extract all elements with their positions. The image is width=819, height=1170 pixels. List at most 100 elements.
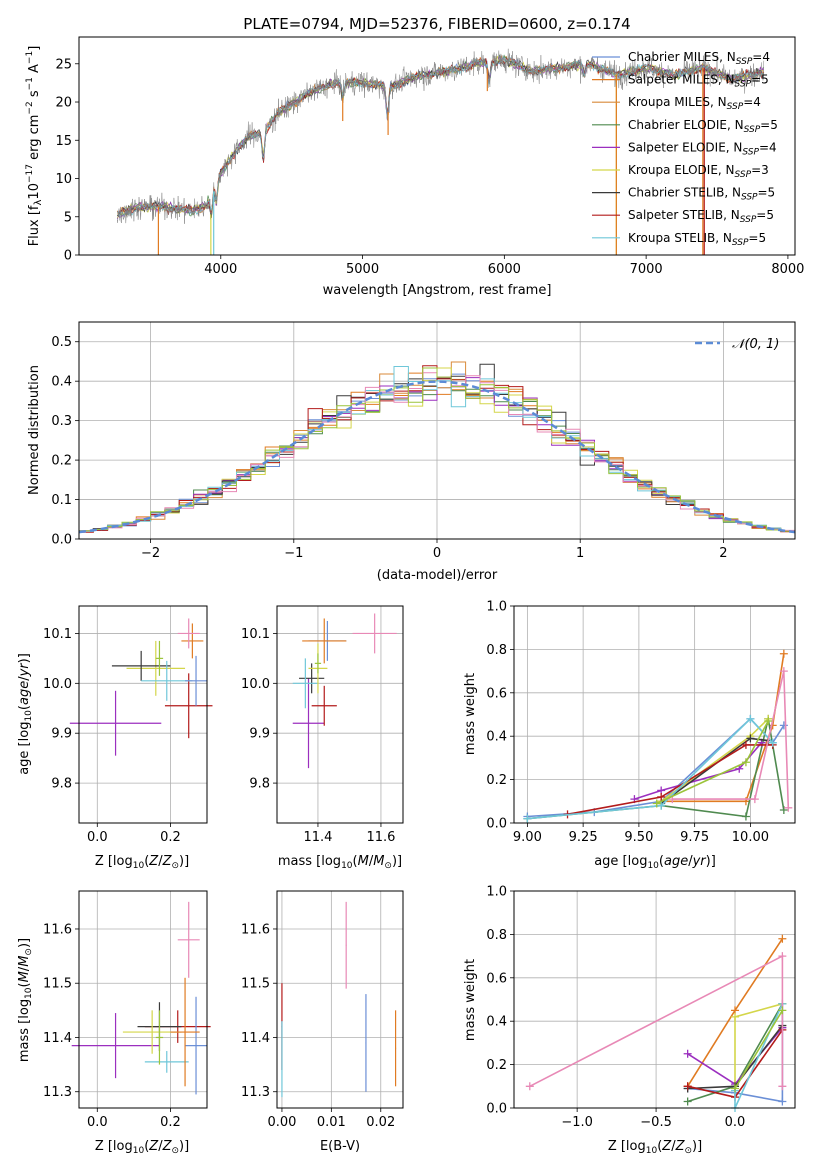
- legend-label: Kroupa ELODIE, NSSP=3: [628, 163, 769, 180]
- y-tick-label: 1.0: [486, 885, 507, 900]
- y-tick-label: 10.0: [241, 677, 270, 692]
- weight-point-marker: [731, 1012, 740, 1021]
- mass-vs-extinction-plot-area: 0.00 0.01 0.02 11.3 11.4 11.5 11.6: [241, 890, 404, 1130]
- axes-frame: [78, 605, 208, 824]
- normal-distribution-curve: [78, 380, 796, 534]
- y-tick-label: 0.2: [51, 454, 72, 469]
- y-tick-label: 9.8: [249, 777, 270, 792]
- y-tick-label: 1.0: [486, 600, 507, 615]
- weight-point-marker: [779, 721, 788, 730]
- x-tick-label: 9.00: [513, 830, 542, 845]
- weight-series-line: [661, 653, 785, 803]
- weight-point-marker: [778, 1097, 787, 1106]
- x-tick-label: 0.01: [317, 1115, 346, 1130]
- weight-point-marker: [731, 1084, 740, 1093]
- y-tick-label: 0.5: [51, 335, 72, 350]
- weight-series-line: [672, 670, 790, 808]
- x-tick-label: 0.2: [160, 830, 181, 845]
- legend-label: Chabrier STELIB, NSSP=5: [628, 186, 775, 203]
- y-tick-label: 0.4: [486, 730, 507, 745]
- mass-y-label: mass [log10(M/M⊙)]: [17, 938, 34, 1062]
- weight-series-line: [567, 744, 773, 816]
- weight-point-marker: [741, 758, 750, 767]
- mass-vs-extinction-panel: 0.00 0.01 0.02 11.3 11.4 11.5 11.6 E(B-V): [241, 890, 404, 1154]
- axes-frame: [276, 890, 404, 1109]
- y-tick-label: 10: [55, 172, 72, 187]
- x-tick-label: 11.4: [303, 830, 332, 845]
- legend-label: Kroupa STELIB, NSSP=5: [628, 231, 766, 248]
- weight-vs-age-y-label: mass weight: [463, 673, 478, 755]
- mass-vs-metallicity-x-label: Z [log10(Z/Z⊙)]: [95, 1139, 189, 1156]
- x-tick-label: 0.0: [87, 830, 108, 845]
- mass-vs-metallicity-plot-area: 0.0 0.2 11.3 11.4 11.5 11.6: [43, 890, 211, 1130]
- x-tick-label: −1: [284, 546, 303, 561]
- y-tick-label: 0.3: [51, 414, 72, 429]
- axes-frame: [78, 36, 796, 256]
- spectrum-legend: Chabrier MILES, NSSP=4 Salpeter MILES, NS…: [592, 50, 778, 248]
- y-tick-label: 10.1: [241, 627, 270, 642]
- legend-label: Chabrier ELODIE, NSSP=5: [628, 118, 778, 135]
- x-tick-label: 4000: [204, 262, 237, 277]
- y-tick-label: 11.3: [43, 1085, 72, 1100]
- weight-series-line: [527, 717, 774, 820]
- weight-point-marker: [764, 717, 773, 726]
- mass-vs-metallicity-panel: 0.0 0.2 11.3 11.4 11.5 11.6 Z [log10(Z/Z⊙)] m…: [17, 890, 211, 1156]
- x-tick-label: 5000: [346, 262, 379, 277]
- weight-point-marker: [652, 799, 661, 808]
- y-tick-label: 11.3: [241, 1085, 270, 1100]
- residual-x-label: (data-model)/error: [377, 568, 498, 583]
- weight-vs-metallicity-panel: −1.0 −0.5 0.0 0.0 0.2 0.4 0.6 0.8 1.0 Z [log10(Z…: [463, 885, 796, 1156]
- y-tick-label: 11.4: [43, 1031, 72, 1046]
- weight-point-marker: [746, 734, 755, 743]
- spectrum-title: PLATE=0794, MJD=52376, FIBERID=0600, z=0…: [243, 15, 630, 33]
- x-tick-label: 0.00: [267, 1115, 296, 1130]
- y-tick-label: 10.1: [43, 627, 72, 642]
- y-tick-label: 11.5: [241, 977, 270, 992]
- y-tick-label: 0.8: [486, 928, 507, 943]
- spectrum-y-label: Flux [fλ10−17 erg cm−2 s−1 A−1]: [25, 46, 44, 247]
- axes-frame: [78, 321, 796, 540]
- age-vs-metallicity-panel: 0.0 0.2 9.8 9.9 10.0 10.1 Z [log10(Z/Z⊙)] age…: [17, 605, 213, 871]
- x-tick-label: 8000: [771, 262, 804, 277]
- y-tick-label: 0.2: [486, 773, 507, 788]
- weight-point-marker: [683, 1082, 692, 1091]
- legend-label: Salpeter ELODIE, NSSP=4: [628, 140, 777, 157]
- weight-point-marker: [779, 805, 788, 814]
- weight-point-marker: [741, 740, 750, 749]
- residual-legend: 𝒩(0, 1): [695, 337, 779, 352]
- weight-point-marker: [779, 649, 788, 658]
- y-tick-label: 9.9: [249, 727, 270, 742]
- axes-frame: [276, 605, 404, 824]
- age-vs-mass-plot-area: 11.4 11.6 9.8 9.9 10.0 10.1: [241, 605, 404, 845]
- x-tick-label: 0: [433, 546, 441, 561]
- y-tick-label: 15: [55, 134, 72, 149]
- weight-series-line: [734, 1003, 784, 1109]
- y-tick-label: 11.5: [43, 977, 72, 992]
- axes-frame: [78, 890, 208, 1109]
- x-tick-label: −1.0: [561, 1115, 593, 1130]
- weight-point-marker: [778, 1082, 787, 1091]
- weight-vs-age-plot-area: 9.00 9.25 9.50 9.75 10.00 0.0 0.2 0.4 0.6 0.8 1.0: [486, 600, 796, 845]
- y-tick-label: 0.0: [486, 817, 507, 832]
- spectrum-x-label: wavelength [Angstrom, rest frame]: [323, 283, 552, 298]
- weight-point-marker: [778, 934, 787, 943]
- x-tick-label: 9.75: [680, 830, 709, 845]
- x-tick-label: 11.6: [366, 830, 395, 845]
- y-tick-label: 0.4: [51, 375, 72, 390]
- x-tick-label: 9.25: [569, 830, 598, 845]
- age-vs-mass-x-label: mass [log10(M/M⊙)]: [278, 854, 402, 871]
- weight-point-marker: [750, 795, 759, 804]
- weight-point-marker: [683, 1049, 692, 1058]
- weight-point-marker: [768, 738, 777, 747]
- axes-frame: [513, 890, 796, 1109]
- age-y-label: age [log10(age/yr)]: [17, 653, 34, 775]
- weight-vs-age-panel: 9.00 9.25 9.50 9.75 10.000.00.20.40.60.81.0 …: [463, 600, 796, 871]
- weight-point-marker: [778, 952, 787, 961]
- weight-vs-age-x-label: age [log10(age/yr)]: [594, 854, 716, 871]
- age-vs-metallicity-plot-area: 0.0 0.2 9.8 9.9 10.0 10.1: [43, 605, 213, 845]
- y-tick-label: 0.0: [486, 1102, 507, 1117]
- y-tick-label: 9.8: [51, 777, 72, 792]
- y-tick-label: 0: [64, 249, 72, 264]
- legend-label: Kroupa MILES, NSSP=4: [628, 95, 761, 112]
